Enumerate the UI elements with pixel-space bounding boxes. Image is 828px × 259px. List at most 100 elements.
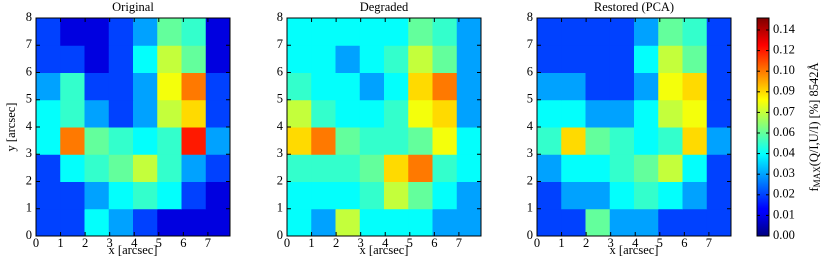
heatmap-cell bbox=[432, 45, 458, 73]
heatmap-cell bbox=[561, 127, 586, 155]
heatmap-cell bbox=[408, 45, 433, 73]
y-tick-label: 1 bbox=[26, 201, 32, 215]
heatmap-cell bbox=[561, 99, 586, 128]
heatmap-cell bbox=[359, 181, 385, 210]
heatmap-cell bbox=[157, 72, 182, 101]
heatmap-cell bbox=[311, 72, 336, 101]
colorbar-tick-label: 0.00 bbox=[773, 228, 795, 242]
heatmap-cell bbox=[682, 181, 708, 210]
heatmap-cell bbox=[311, 45, 336, 73]
heatmap-cell bbox=[181, 45, 207, 73]
heatmap-cell bbox=[561, 72, 586, 101]
heatmap-cell bbox=[36, 208, 61, 237]
x-tick-label: 2 bbox=[583, 236, 589, 250]
y-tick-label: 2 bbox=[26, 173, 32, 187]
x-tick-label: 3 bbox=[608, 236, 614, 250]
heatmap-cell bbox=[456, 181, 482, 210]
heatmap-cell bbox=[432, 208, 458, 237]
colorbar-tick-label: 0.03 bbox=[773, 166, 795, 180]
y-tick-label: 6 bbox=[26, 64, 32, 78]
x-axis-label: x [arcsec] bbox=[610, 243, 659, 257]
heatmap-cell bbox=[359, 154, 385, 182]
heatmap-cell bbox=[537, 208, 562, 237]
heatmap-cell bbox=[408, 72, 433, 101]
panel-title: Original bbox=[112, 0, 154, 14]
heatmap-cell bbox=[609, 72, 635, 101]
heatmap-cell bbox=[335, 127, 361, 155]
heatmap-cell bbox=[157, 181, 182, 210]
heatmap-cell bbox=[205, 208, 231, 237]
colorbar-label: fMAX(Q/I,U/I) [%] 8542Å bbox=[807, 63, 822, 192]
heatmap-cell bbox=[311, 99, 336, 128]
colorbar-tick-label: 0.07 bbox=[773, 104, 795, 118]
heatmap-cell bbox=[181, 154, 207, 182]
heatmap-cell bbox=[205, 99, 231, 128]
heatmap-cell bbox=[157, 154, 182, 182]
heatmap-cell bbox=[181, 181, 207, 210]
heatmap-cell bbox=[658, 181, 683, 210]
heatmap-cell bbox=[60, 127, 85, 155]
heatmap-cell bbox=[609, 127, 635, 155]
heatmap-cell bbox=[706, 181, 732, 210]
heatmap-cell bbox=[60, 18, 85, 46]
colorbar-label-main: f bbox=[807, 186, 821, 191]
heatmap-cell bbox=[384, 99, 409, 128]
heatmap-cell bbox=[384, 181, 409, 210]
heatmap-cell bbox=[432, 99, 458, 128]
x-tick-label: 5 bbox=[407, 236, 413, 250]
heatmap-cell bbox=[157, 45, 182, 73]
heatmap-cell bbox=[60, 99, 85, 128]
heatmap-cell bbox=[108, 154, 134, 182]
heatmap-cell bbox=[60, 72, 85, 101]
heatmap-cell bbox=[287, 208, 312, 237]
y-tick-label: 7 bbox=[277, 37, 283, 51]
heatmap-cell bbox=[36, 99, 61, 128]
x-tick-label: 0 bbox=[284, 236, 290, 250]
heatmap-cell bbox=[585, 72, 611, 101]
y-axis-label: y [arcsec] bbox=[4, 103, 18, 152]
heatmap-cell bbox=[311, 18, 336, 46]
heatmap-cell bbox=[133, 99, 158, 128]
heatmap-cell bbox=[133, 18, 158, 46]
colorbar-tick-label: 0.01 bbox=[773, 207, 795, 221]
heatmap-cell bbox=[384, 18, 409, 46]
heatmap-cell bbox=[205, 45, 231, 73]
heatmap-cell bbox=[84, 127, 110, 155]
heatmap-cell bbox=[609, 18, 635, 46]
heatmap-cell bbox=[456, 154, 482, 182]
heatmap-cell bbox=[384, 127, 409, 155]
heatmap-cell bbox=[205, 72, 231, 101]
heatmap-cell bbox=[287, 181, 312, 210]
heatmap-cell bbox=[133, 127, 158, 155]
heatmap-cell bbox=[84, 45, 110, 73]
y-tick-label: 5 bbox=[277, 92, 283, 106]
x-tick-label: 4 bbox=[632, 236, 639, 250]
heatmap-cell bbox=[537, 72, 562, 101]
heatmap-cell bbox=[205, 181, 231, 210]
y-tick-label: 5 bbox=[26, 92, 32, 106]
heatmap-cell bbox=[634, 45, 659, 73]
heatmap-cell bbox=[682, 99, 708, 128]
heatmap-cell bbox=[456, 127, 482, 155]
heatmap-cell bbox=[585, 181, 611, 210]
x-tick-label: 7 bbox=[456, 236, 462, 250]
heatmap-cell bbox=[408, 18, 433, 46]
y-tick-label: 3 bbox=[26, 146, 32, 160]
heatmap-cell bbox=[609, 99, 635, 128]
y-tick-label: 3 bbox=[277, 146, 283, 160]
heatmap-cell bbox=[658, 45, 683, 73]
x-tick-label: 4 bbox=[131, 236, 138, 250]
heatmap-cell bbox=[609, 208, 635, 237]
heatmap-cell bbox=[181, 72, 207, 101]
heatmap-cell bbox=[706, 127, 732, 155]
x-tick-label: 2 bbox=[333, 236, 339, 250]
heatmap-cell bbox=[84, 154, 110, 182]
y-tick-label: 8 bbox=[26, 10, 32, 24]
panel-title: Degraded bbox=[360, 0, 409, 14]
colorbar-tick-label: 0.14 bbox=[773, 22, 796, 36]
heatmap-cell bbox=[634, 99, 659, 128]
colorbar-tick-label: 0.04 bbox=[773, 145, 796, 159]
heatmap-cell bbox=[384, 72, 409, 101]
y-tick-label: 0 bbox=[527, 228, 533, 242]
heatmap-cell bbox=[205, 127, 231, 155]
